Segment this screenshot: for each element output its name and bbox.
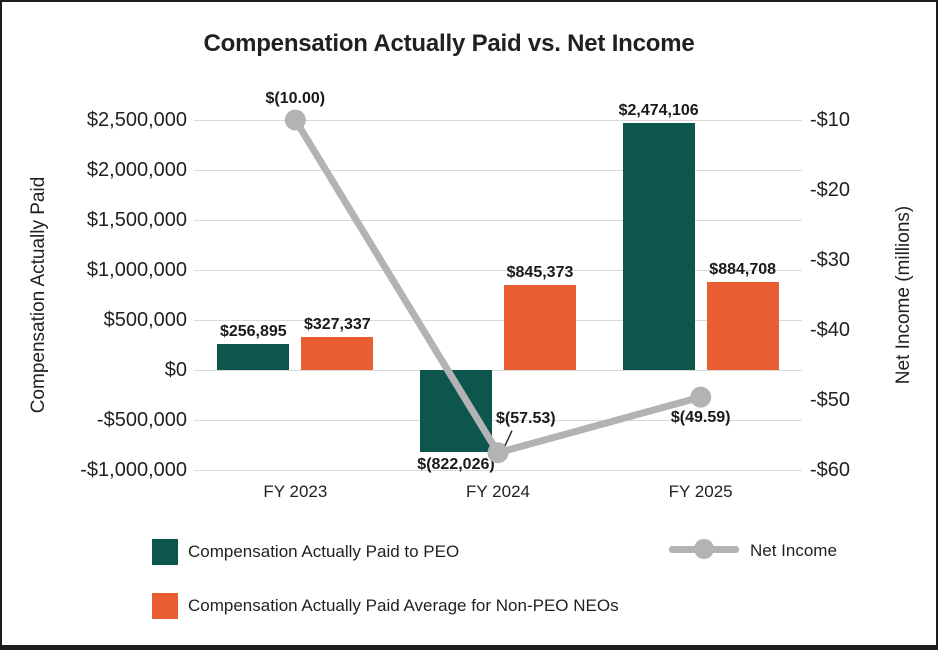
net-income-label-2: $(57.53)	[496, 409, 556, 427]
x-axis-tick-label: FY 2024	[466, 482, 530, 501]
bar-label-peo-fy-2024: $(822,026)	[417, 456, 495, 474]
y-axis-tick-label: $500,000	[103, 309, 187, 331]
y-axis-tick-label: $1,000,000	[86, 259, 187, 281]
gridline	[194, 219, 802, 221]
y2-axis-tick-label: -$20	[810, 179, 851, 201]
bar-label-non-peo-fy-2024: $845,373	[506, 264, 574, 282]
gridline	[194, 169, 802, 171]
y2-axis-tick-label: -$30	[810, 249, 851, 271]
legend-label-net-income: Net Income	[750, 541, 837, 560]
y-axis-tick-label: $0	[164, 359, 187, 381]
callout-leader-line	[504, 430, 513, 447]
gridline	[194, 119, 802, 121]
y-axis-tick-label: -$500,000	[96, 409, 187, 431]
y2-axis-tick-label: -$10	[810, 109, 851, 131]
y-axis-tick-label: $2,000,000	[86, 159, 187, 181]
y2-axis-tick-label: -$50	[810, 389, 851, 411]
bar-non-peo-fy-2025	[706, 281, 779, 370]
bar-label-peo-fy-2023: $256,895	[219, 323, 287, 341]
legend-swatch-peo	[152, 539, 178, 565]
bar-peo-fy-2024	[420, 370, 492, 453]
net-income-label-3: $(49.59)	[670, 409, 731, 427]
bar-non-peo-fy-2023	[301, 337, 374, 370]
legend-net-income-marker-icon	[694, 539, 714, 559]
y-axis-tick-label: -$1,000,000	[80, 459, 187, 481]
x-axis-tick-label: FY 2025	[668, 482, 733, 501]
chart-title: Compensation Actually Paid vs. Net Incom…	[203, 30, 695, 57]
y-axis-tick-label: $2,500,000	[86, 109, 187, 131]
bar-non-peo-fy-2024	[504, 285, 576, 370]
y-axis-tick-label: $1,500,000	[86, 209, 187, 231]
bar-label-non-peo-fy-2023: $327,337	[303, 316, 371, 334]
legend-swatch-non-peo	[152, 593, 178, 619]
legend-label-non-peo: Compensation Actually Paid Average for N…	[188, 596, 619, 615]
y2-axis-tick-label: -$40	[810, 319, 851, 341]
x-axis-tick-label: FY 2023	[263, 482, 328, 501]
bar-peo-fy-2023	[217, 344, 290, 370]
bar-peo-fy-2025	[622, 122, 695, 370]
gridline	[194, 469, 802, 471]
net-income-label-1: $(10.00)	[265, 90, 326, 107]
legend-label-peo: Compensation Actually Paid to PEO	[188, 542, 460, 561]
bar-label-non-peo-fy-2025: $884,708	[709, 260, 777, 278]
y2-axis-tick-label: -$60	[810, 459, 851, 481]
net-income-marker-3	[690, 386, 712, 408]
bar-label-peo-fy-2025: $2,474,106	[618, 101, 699, 119]
